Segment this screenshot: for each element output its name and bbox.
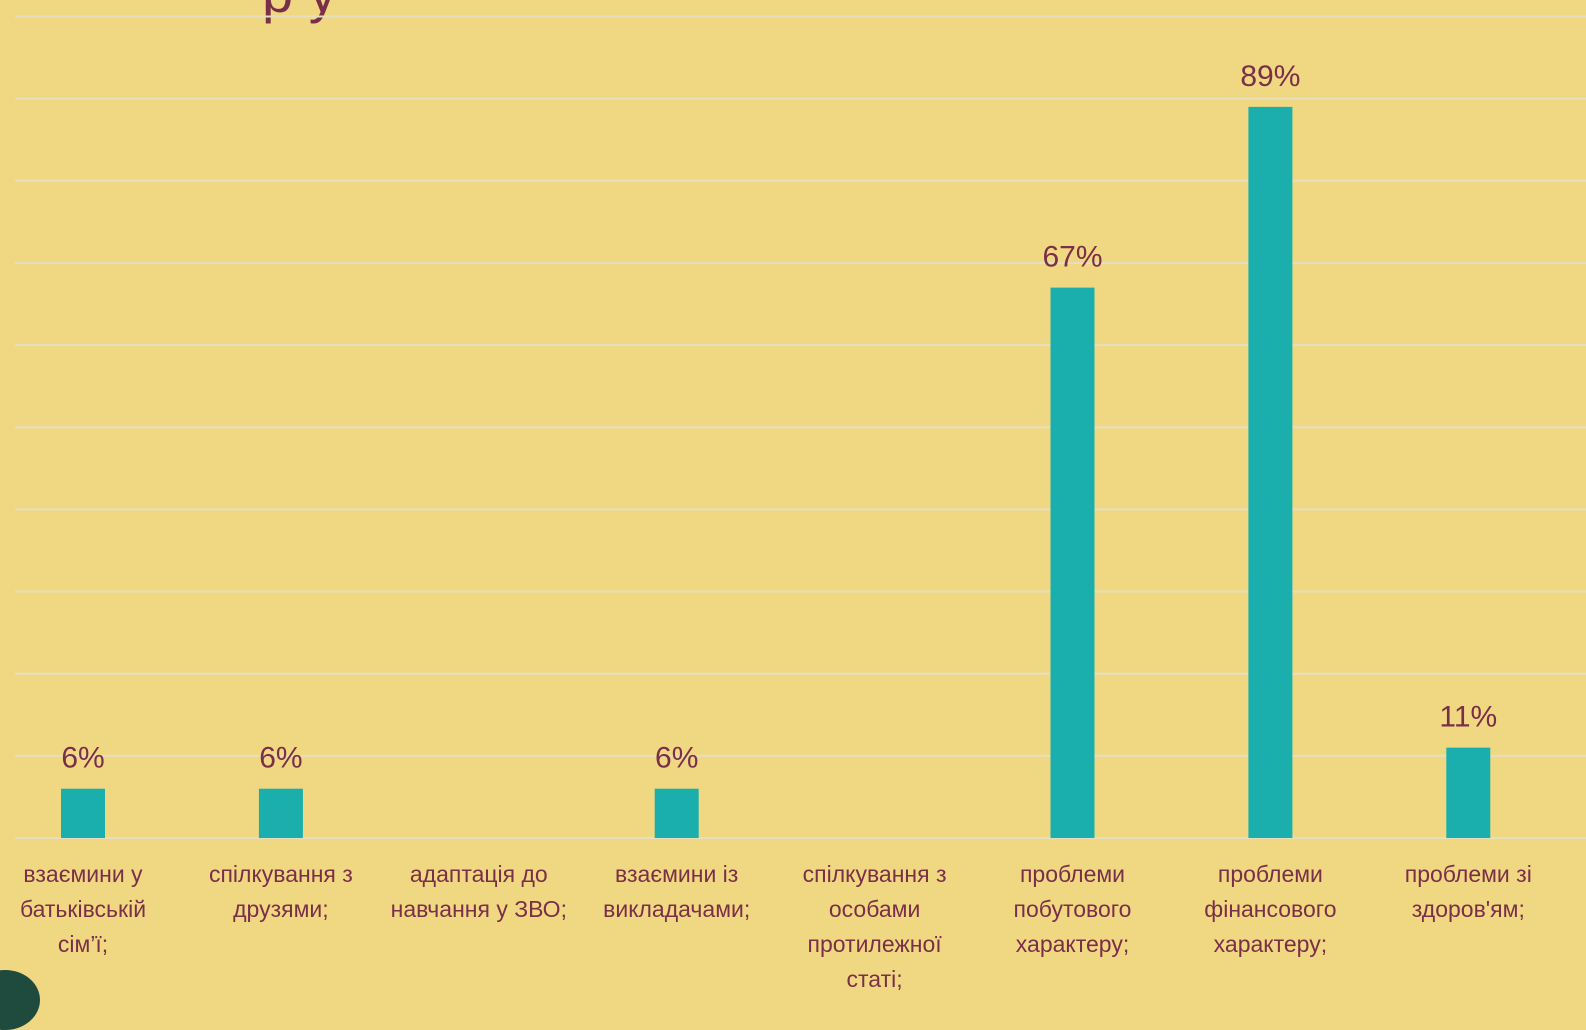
category-label: взаємини у батьківській сім’ї; bbox=[20, 861, 146, 957]
data-labels: 6% 6% 6% 67% 89% 11% bbox=[61, 60, 1497, 775]
data-label: 6% bbox=[61, 742, 104, 775]
category-label: проблеми фінансового характеру; bbox=[1204, 861, 1336, 957]
data-label: 11% bbox=[1439, 701, 1497, 734]
bars bbox=[61, 106, 1491, 839]
bar bbox=[1248, 106, 1293, 839]
chart-title-fragment: р у bbox=[262, 0, 337, 25]
category-label: спілкування з особами протилежної статі; bbox=[803, 861, 947, 990]
data-label: 67% bbox=[1042, 241, 1102, 274]
category-labels: взаємини у батьківській сім’ї; спілкування … bbox=[20, 861, 1532, 990]
bar bbox=[61, 788, 105, 838]
category-label: спілкування з друзями; bbox=[209, 861, 353, 922]
data-label: 6% bbox=[259, 742, 302, 775]
data-label: 89% bbox=[1240, 60, 1300, 93]
gridlines bbox=[15, 15, 1586, 839]
data-label: 6% bbox=[655, 742, 698, 775]
bar-chart: 6% 6% 6% 67% 89% 11% взаємини у батьківській сі… bbox=[15, 15, 1586, 990]
bar bbox=[1050, 287, 1095, 839]
bar bbox=[1446, 747, 1491, 838]
category-label: взаємини із викладачами; bbox=[603, 861, 750, 922]
bar bbox=[258, 788, 303, 838]
bar bbox=[654, 788, 699, 838]
category-label: адаптація до навчання у ЗВО; bbox=[391, 861, 567, 922]
category-label: проблеми зі здоров'ям; bbox=[1405, 861, 1532, 922]
category-label: проблеми побутового характеру; bbox=[1014, 861, 1132, 957]
